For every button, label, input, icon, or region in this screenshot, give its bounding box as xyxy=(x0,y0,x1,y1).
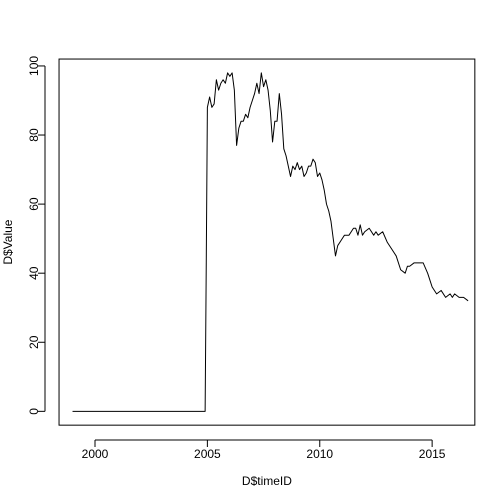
axis-layer: 2000 2005 2010 2015 0 20 40 60 80 100 xyxy=(27,56,446,461)
y-tick-label: 60 xyxy=(27,197,41,211)
x-tick-label: 2000 xyxy=(82,447,109,461)
series-line xyxy=(72,72,469,412)
plot-layer xyxy=(72,72,469,412)
y-tick-label: 0 xyxy=(27,408,41,415)
x-tick-label: 2005 xyxy=(194,447,221,461)
plot-box xyxy=(58,58,476,426)
y-tick-label: 100 xyxy=(27,56,41,76)
x-axis-label: D$timeID xyxy=(242,474,292,488)
x-tick-label: 2015 xyxy=(419,447,446,461)
y-tick-label: 20 xyxy=(27,335,41,349)
y-tick-label: 80 xyxy=(27,128,41,142)
y-tick-label: 40 xyxy=(27,266,41,280)
y-axis-label: D$Value xyxy=(1,219,15,264)
x-tick-label: 2010 xyxy=(306,447,333,461)
